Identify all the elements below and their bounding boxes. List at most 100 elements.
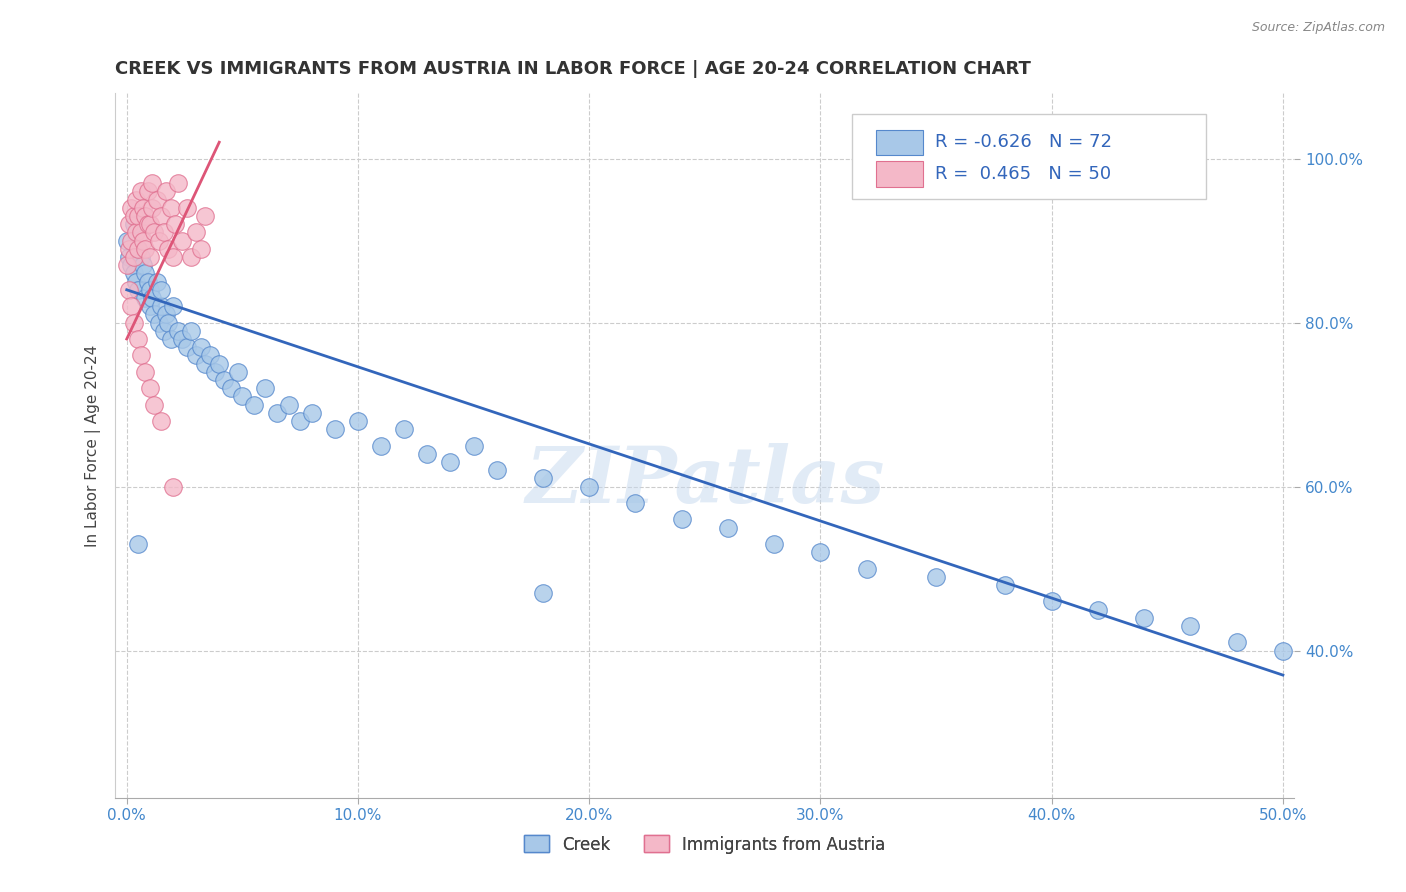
Point (208, 357, 231, 371)
Text: R =  0.465   N = 50: R = 0.465 N = 50 (935, 165, 1111, 183)
Point (152, 324, 174, 338)
Point (394, 422, 416, 436)
Point (155, 307, 177, 321)
Point (139, 217, 162, 231)
Point (152, 226, 174, 240)
Legend: Creek, Immigrants from Austria: Creek, Immigrants from Austria (517, 829, 893, 860)
Text: CREEK VS IMMIGRANTS FROM AUSTRIA IN LABOR FORCE | AGE 20-24 CORRELATION CHART: CREEK VS IMMIGRANTS FROM AUSTRIA IN LABO… (115, 60, 1031, 78)
Point (120, 299, 142, 313)
Point (624, 496, 647, 510)
Point (184, 348, 207, 362)
Point (194, 209, 217, 223)
Point (162, 299, 184, 313)
Point (122, 267, 145, 281)
Point (159, 201, 181, 215)
Point (243, 398, 266, 412)
Point (115, 234, 138, 248)
Point (855, 561, 877, 575)
Point (143, 398, 166, 412)
Point (139, 250, 162, 264)
Point (143, 226, 166, 240)
Point (301, 406, 323, 420)
Point (125, 275, 148, 289)
Point (129, 226, 152, 240)
Text: ZIPatlas: ZIPatlas (524, 442, 884, 519)
Point (118, 217, 141, 231)
Point (143, 307, 166, 321)
Point (122, 209, 145, 223)
Point (150, 299, 173, 313)
Point (416, 447, 439, 461)
Point (132, 258, 155, 272)
FancyBboxPatch shape (876, 161, 922, 186)
Point (155, 185, 177, 199)
Point (127, 332, 149, 346)
Point (148, 316, 170, 330)
Text: Source: ZipAtlas.com: Source: ZipAtlas.com (1251, 21, 1385, 34)
Point (1040, 594, 1063, 608)
Point (1087, 602, 1109, 616)
Point (150, 209, 173, 223)
Point (134, 291, 156, 305)
Point (148, 234, 170, 248)
Point (1133, 610, 1156, 624)
Point (162, 479, 184, 493)
Point (204, 365, 226, 379)
Point (150, 283, 173, 297)
Point (226, 365, 249, 379)
Point (134, 267, 156, 281)
Point (134, 365, 156, 379)
Point (146, 193, 169, 207)
Point (763, 537, 786, 551)
Point (122, 217, 145, 231)
Point (127, 537, 149, 551)
Point (139, 283, 162, 297)
Point (129, 185, 152, 199)
Point (485, 463, 508, 477)
Point (254, 381, 277, 395)
Point (120, 234, 142, 248)
Y-axis label: In Labor Force | Age 20-24: In Labor Force | Age 20-24 (86, 344, 101, 547)
Point (439, 455, 461, 469)
Point (194, 357, 217, 371)
Point (190, 242, 212, 256)
Point (288, 414, 311, 428)
Point (172, 234, 194, 248)
Point (190, 340, 212, 354)
Point (463, 438, 485, 452)
Point (1226, 635, 1249, 649)
Point (157, 316, 180, 330)
Point (136, 185, 159, 199)
FancyBboxPatch shape (852, 114, 1206, 199)
Point (180, 324, 202, 338)
Point (166, 176, 188, 190)
Point (531, 471, 554, 485)
Point (118, 242, 141, 256)
Point (141, 291, 163, 305)
Point (994, 578, 1017, 592)
Point (531, 586, 554, 600)
Point (157, 242, 180, 256)
Point (165, 217, 187, 231)
Point (231, 389, 253, 403)
Point (118, 250, 141, 264)
Point (1271, 643, 1294, 657)
Point (141, 201, 163, 215)
Point (136, 275, 159, 289)
Point (139, 381, 162, 395)
Point (184, 226, 207, 240)
Point (172, 332, 194, 346)
Point (578, 479, 600, 493)
Point (180, 250, 202, 264)
Point (129, 250, 152, 264)
Point (198, 348, 221, 362)
Point (125, 193, 148, 207)
Point (810, 545, 832, 559)
Point (136, 217, 159, 231)
Point (125, 226, 148, 240)
Point (166, 324, 188, 338)
Point (129, 348, 152, 362)
Text: R = -0.626   N = 72: R = -0.626 N = 72 (935, 134, 1112, 152)
Point (671, 512, 693, 526)
Point (176, 201, 198, 215)
